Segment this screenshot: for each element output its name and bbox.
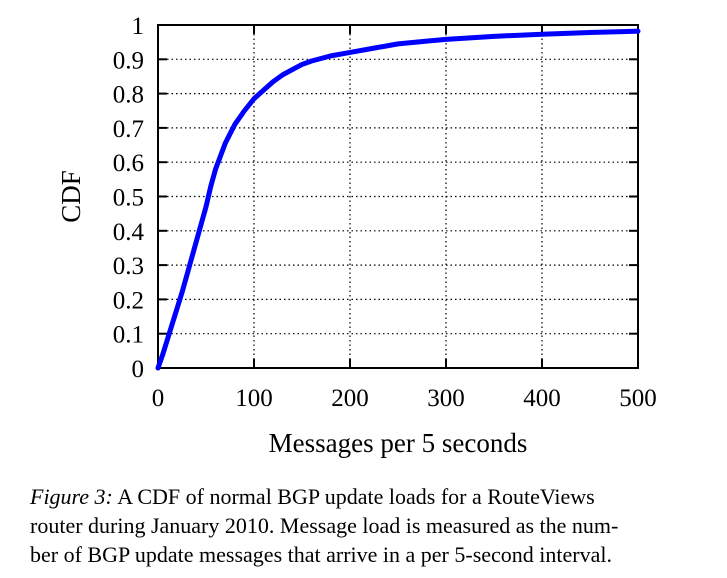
x-tick-label: 0 [152,385,165,412]
y-tick-label: 0.5 [113,185,144,212]
x-tick-label: 300 [427,385,465,412]
caption-line-2: router during January 2010. Message load… [30,513,619,538]
grid-lines [158,25,638,368]
figure-caption: Figure 3: A CDF of normal BGP update loa… [30,482,720,569]
y-tick-label: 0.6 [113,150,144,177]
y-tick-label: 0.7 [113,116,144,143]
x-tick-label: 100 [235,385,273,412]
y-tick-label: 0.9 [113,47,144,74]
x-tick-label: 400 [523,385,561,412]
y-tick-label: 0.3 [113,253,144,280]
x-tick-labels: 0 100 200 300 400 500 [152,385,657,412]
figure-label: Figure 3: [30,484,113,509]
y-tick-label: 0.4 [113,219,145,246]
caption-line-3: ber of BGP update messages that arrive i… [30,542,612,567]
y-tick-label: 0.8 [113,82,144,109]
y-tick-labels: 0 0.1 0.2 0.3 0.4 0.5 0.6 0.7 0.8 0.9 1 [113,13,145,383]
y-axis-title: CDF [56,170,86,223]
x-tick-label: 200 [331,385,369,412]
y-tick-label: 1 [132,13,145,40]
x-tick-label: 500 [619,385,657,412]
caption-text-1: A CDF of normal BGP update loads for a R… [117,484,595,509]
y-tick-label: 0 [132,356,145,383]
cdf-series-line [155,28,641,371]
cdf-chart: 0 0.1 0.2 0.3 0.4 0.5 0.6 0.7 0.8 0.9 1 0 100 200 300… [56,13,657,458]
axis-ticks [157,24,639,369]
x-axis-title: Messages per 5 seconds [269,428,528,458]
y-tick-label: 0.1 [113,322,144,349]
caption-line-1: Figure 3: A CDF of normal BGP update loa… [30,482,720,511]
y-tick-label: 0.2 [113,287,144,314]
